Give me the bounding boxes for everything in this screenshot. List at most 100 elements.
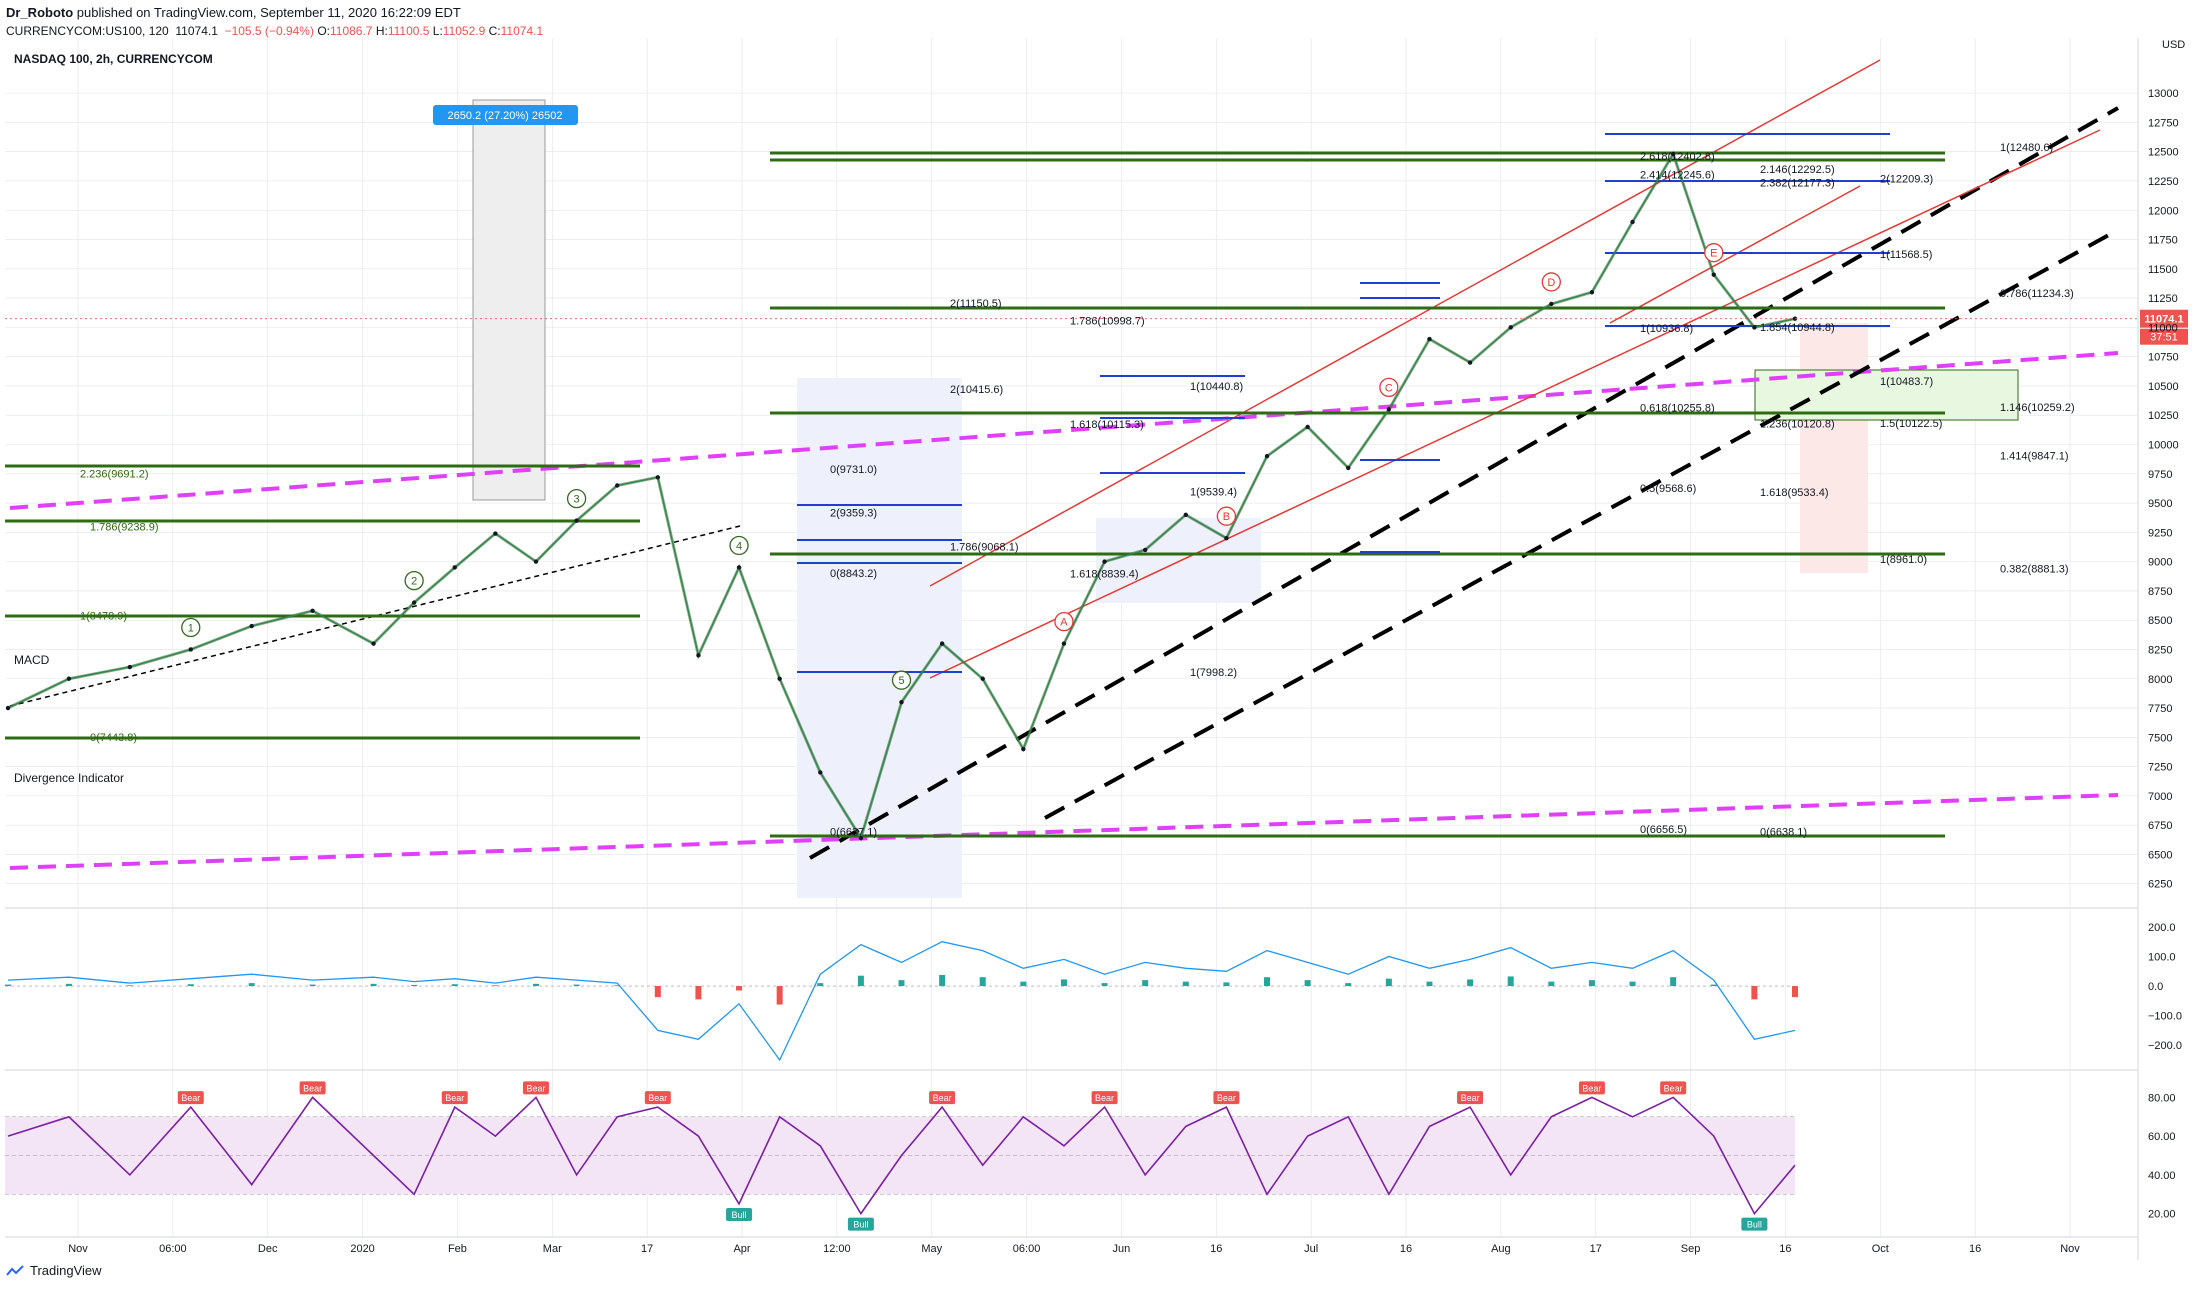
price-point — [1752, 325, 1757, 330]
price-point — [1711, 272, 1716, 277]
price-point — [249, 623, 254, 629]
macd-histogram-bar — [1467, 979, 1474, 987]
wave-label-circle — [891, 670, 912, 690]
price-tick-label: 8500 — [2148, 615, 2172, 627]
time-tick-label: 06:00 — [159, 1243, 187, 1255]
price-tick-label: 10500 — [2148, 381, 2179, 393]
channel-line-red — [1609, 185, 1861, 324]
bear-signal-badge — [177, 1091, 204, 1105]
price-point — [1142, 547, 1148, 553]
fib-label: 1.786(10998.7) — [1070, 316, 1145, 328]
time-tick-label: Jul — [1304, 1243, 1318, 1255]
price-point — [1183, 512, 1188, 517]
time-tick-label: Jun — [1113, 1243, 1131, 1255]
wave-label-circle — [404, 570, 424, 591]
wave-label-circle — [1216, 506, 1237, 526]
macd-histogram-bar — [65, 983, 72, 987]
rsi-tick-label: 80.00 — [2148, 1092, 2176, 1104]
price-point — [310, 608, 315, 614]
price-point — [1102, 559, 1107, 564]
macd-histogram-bar — [1710, 984, 1717, 987]
macd-histogram-bar — [532, 983, 539, 987]
time-tick-label: 16 — [1400, 1243, 1412, 1255]
bear-signal-label: Bear — [1664, 1083, 1683, 1093]
bull-signal-label: Bull — [732, 1210, 747, 1220]
trendline-magenta — [9, 793, 2119, 870]
time-tick-label: Dec — [258, 1243, 278, 1255]
fib-label: 2(9359.3) — [830, 508, 877, 520]
price-tick-label: 7000 — [2148, 791, 2172, 803]
fib-label: 1(8961.0) — [1880, 554, 1927, 566]
wave-label: 3 — [574, 494, 580, 506]
rsi-tick-label: 60.00 — [2148, 1131, 2176, 1143]
wave-label-circle — [729, 535, 749, 556]
price-tick-label: 7500 — [2148, 732, 2172, 744]
macd-histogram-bar — [1101, 983, 1108, 987]
fib-label: 1(7998.2) — [1190, 667, 1237, 679]
macd-histogram-bar — [736, 986, 743, 991]
fib-label: 0(9731.0) — [830, 464, 877, 476]
fib-label: 1.5(10122.5) — [1880, 418, 1942, 430]
price-point — [615, 483, 620, 488]
price-point — [1670, 151, 1676, 157]
macd-histogram-bar — [1385, 978, 1392, 987]
time-tick-label: 16 — [1969, 1243, 1981, 1255]
price-point — [1386, 407, 1392, 412]
bear-signal-label: Bear — [526, 1083, 545, 1093]
fib-label: 0(6656.5) — [1640, 824, 1687, 836]
price-tick-label: 7750 — [2148, 703, 2172, 715]
author-name[interactable]: Dr_Roboto — [6, 5, 74, 20]
macd-histogram-bar — [817, 983, 824, 987]
price-point — [452, 565, 457, 570]
fib-label: 2.236(9691.2) — [80, 469, 149, 481]
fib-label: 1(10440.8) — [1190, 381, 1243, 393]
trendline-magenta — [9, 351, 2119, 510]
bear-signal-badge — [1578, 1081, 1605, 1095]
fib-label: 2.618(12402.8) — [1640, 151, 1715, 163]
macd-histogram-bar — [1507, 976, 1514, 987]
price-tick-label: 12750 — [2148, 117, 2179, 129]
price-pane: 2650.2 (27.20%) 26502 NASDAQ 100, 2h, CU… — [14, 52, 2019, 898]
footer-brand[interactable]: TradingView — [30, 1263, 102, 1278]
macd-histogram-bar — [573, 984, 580, 987]
macd-histogram-bar — [614, 985, 621, 987]
time-tick-label: 12:00 — [823, 1243, 851, 1255]
price-point — [1061, 641, 1067, 646]
bear-signal-label: Bear — [648, 1093, 667, 1103]
time-tick-label: 16 — [1779, 1243, 1791, 1255]
price-tick-label: 9250 — [2148, 527, 2172, 539]
macd-tick-label: 200.0 — [2148, 922, 2176, 934]
macd-histogram-bar — [1670, 977, 1677, 987]
countdown-badge — [2140, 328, 2188, 345]
bear-signal-badge — [929, 1091, 956, 1105]
trendline-black — [809, 106, 2119, 860]
fib-label: 2.382(12177.3) — [1760, 177, 1835, 189]
price-point — [127, 664, 133, 670]
price-point — [777, 676, 782, 681]
price-tick-label: 8250 — [2148, 644, 2172, 656]
bear-signal-label: Bear — [1217, 1093, 1236, 1103]
rsi-tick-label: 40.00 — [2148, 1170, 2176, 1182]
countdown-text: 37:51 — [2150, 332, 2178, 344]
bear-signal-badge — [1660, 1081, 1687, 1095]
macd-tick-label: 0.0 — [2148, 981, 2163, 993]
price-tick-label: 11000 — [2148, 322, 2178, 334]
high-value: 11100.5 — [387, 24, 430, 38]
price-tick-label: 6750 — [2148, 820, 2172, 832]
rsi-tick-label: 20.00 — [2148, 1209, 2176, 1221]
macd-histogram-bar — [492, 985, 499, 987]
symbol-label: CURRENCYCOM:US100, 120 — [6, 24, 169, 38]
time-tick-label: Feb — [448, 1243, 467, 1255]
grid — [5, 38, 2139, 1260]
fib-label: 2(12209.3) — [1880, 174, 1933, 186]
bear-signal-label: Bear — [1095, 1093, 1114, 1103]
chart-canvas[interactable]: 2650.2 (27.20%) 26502 NASDAQ 100, 2h, CU… — [0, 38, 2203, 1260]
time-tick-label: 17 — [1590, 1243, 1602, 1255]
macd-histogram-bar — [309, 984, 316, 987]
wave-label: C — [1385, 382, 1393, 394]
macd-histogram-bar — [1304, 980, 1311, 987]
time-tick-label: Aug — [1491, 1243, 1511, 1255]
macd-histogram-bar — [1588, 980, 1595, 987]
last-price: 11074.1 — [175, 24, 218, 38]
price-point — [1305, 424, 1310, 430]
